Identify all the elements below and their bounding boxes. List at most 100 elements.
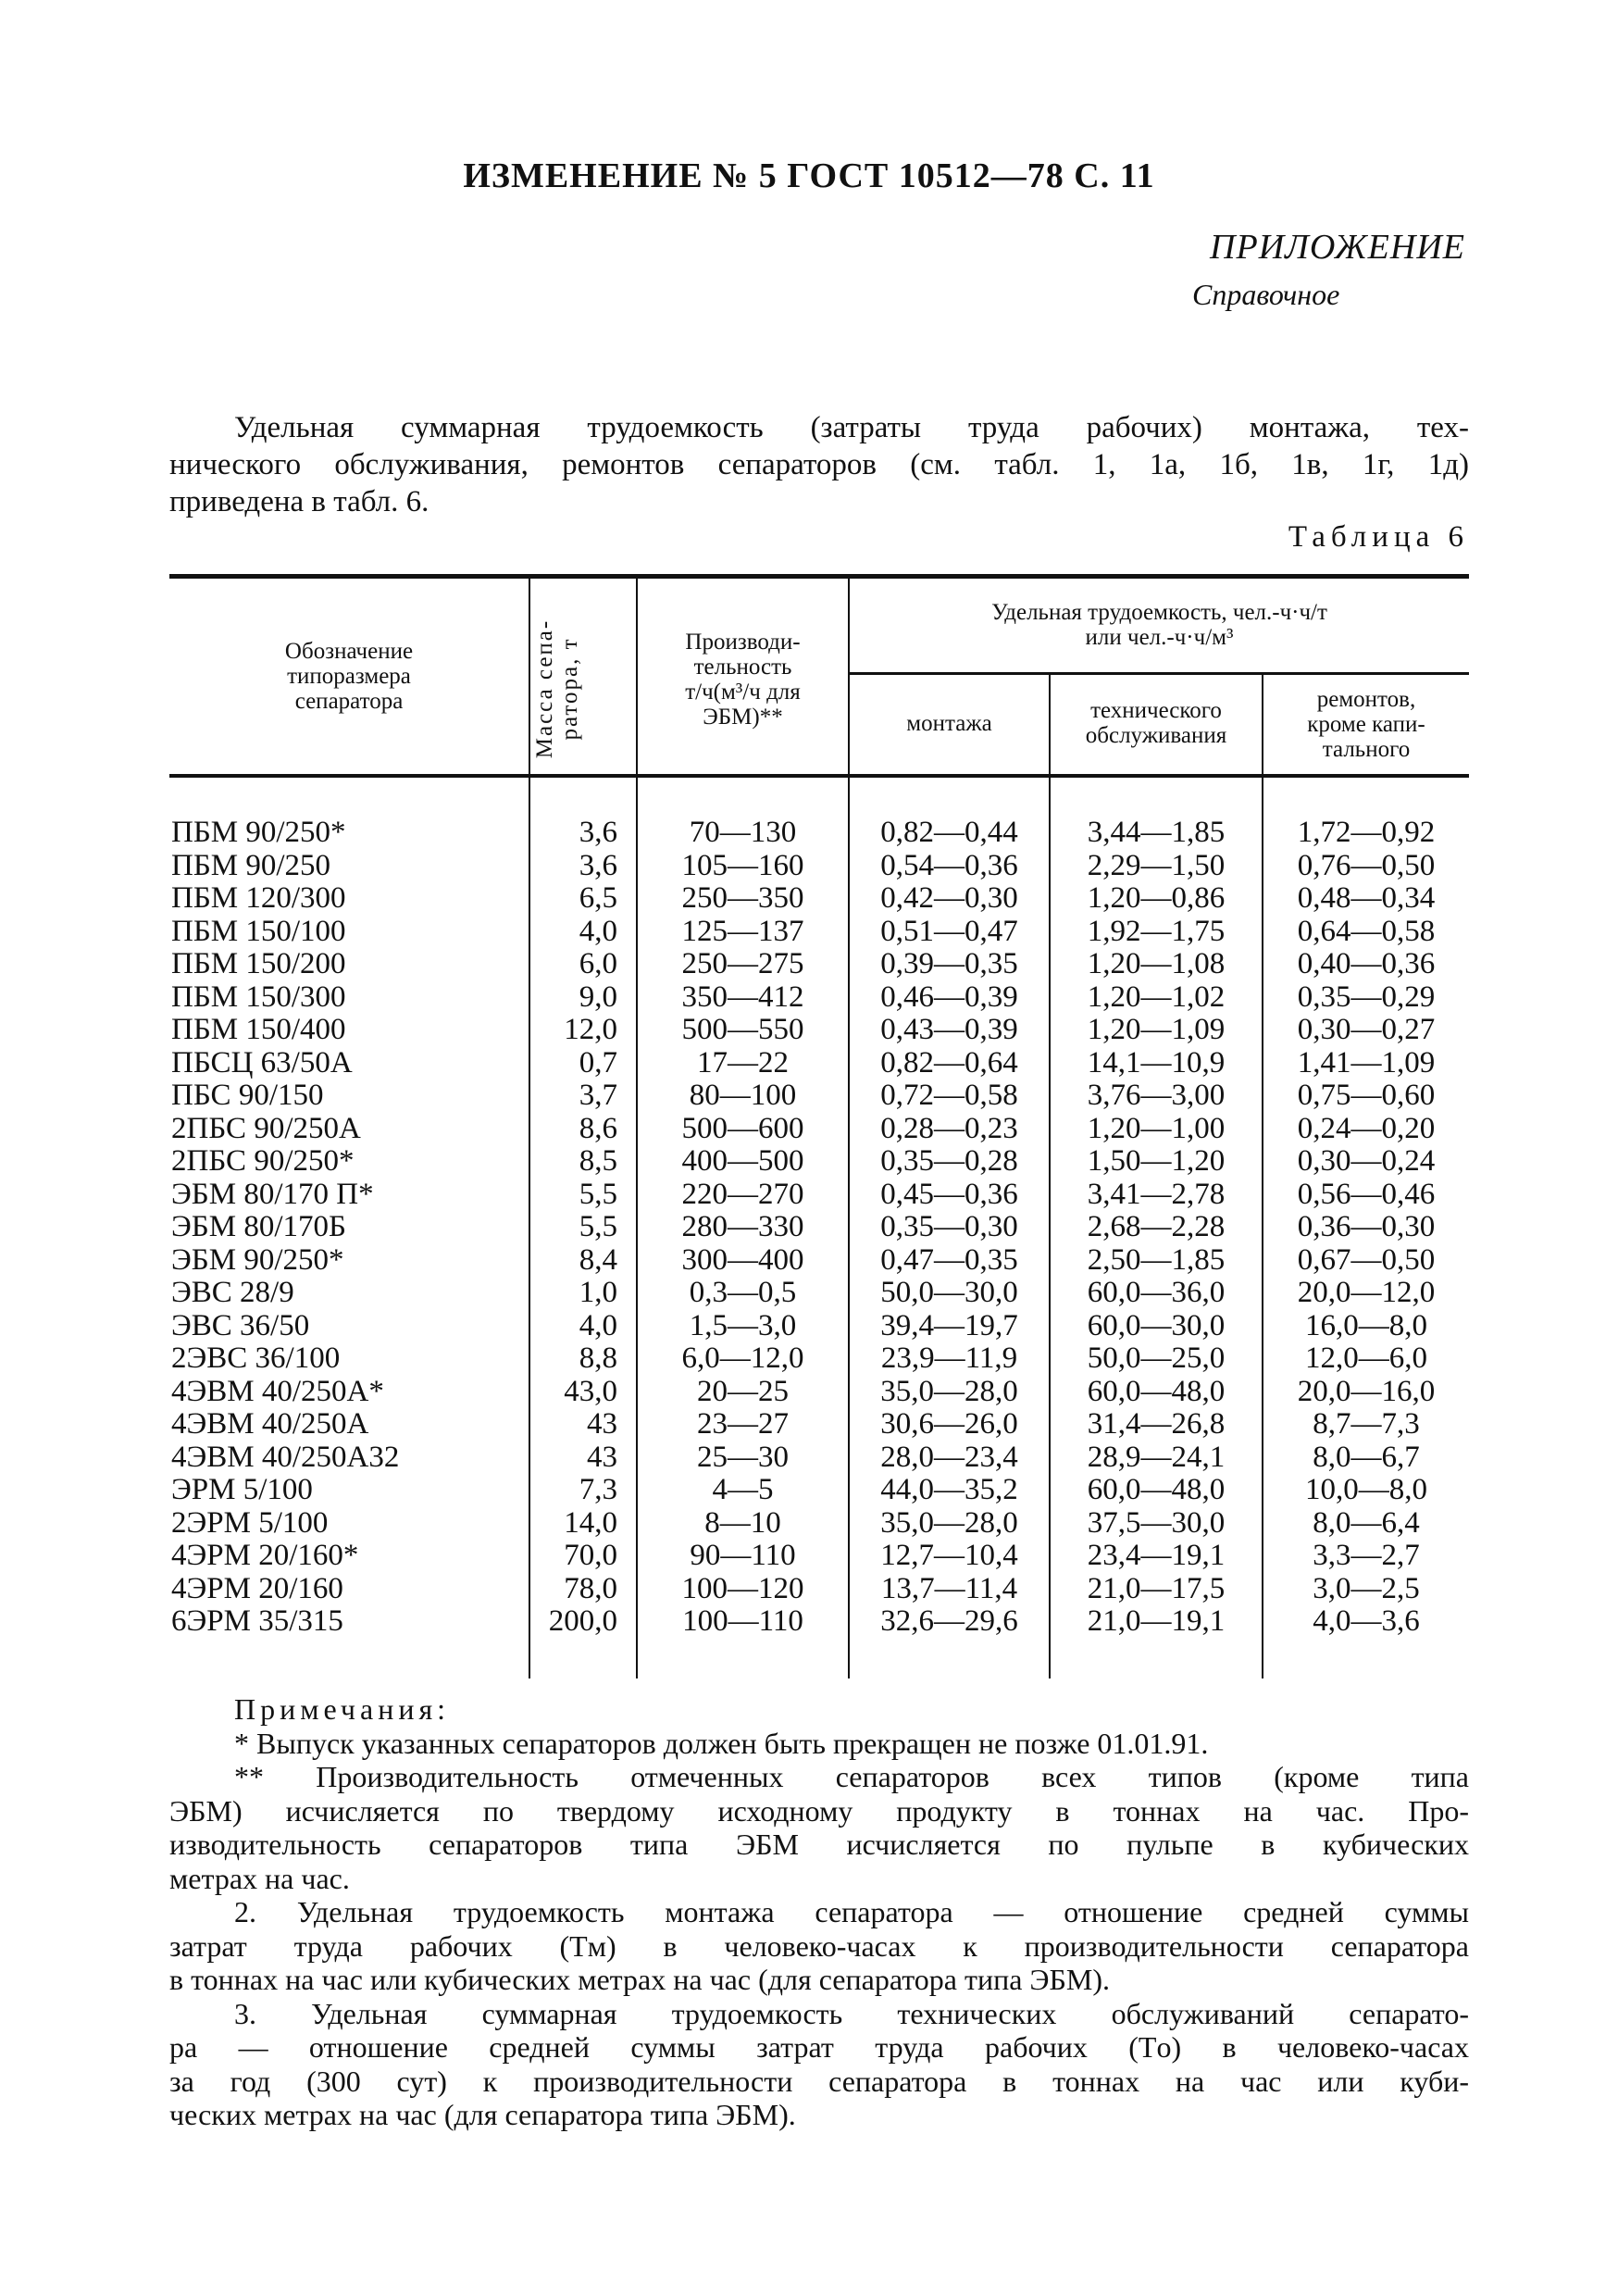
cell-repair: 4,0—3,6 xyxy=(1313,1604,1420,1638)
column-divider xyxy=(848,579,850,1678)
cell-productivity: 90—110 xyxy=(690,1539,796,1572)
cell-maintenance: 60,0—48,0 xyxy=(1087,1374,1226,1408)
cell-designation: ЭБМ 80/170 П* xyxy=(171,1177,374,1211)
cell-maintenance: 2,50—1,85 xyxy=(1087,1242,1226,1277)
cell-mounting: 0,82—0,64 xyxy=(880,1045,1018,1079)
cell-mounting: 0,42—0,30 xyxy=(880,881,1018,915)
cell-designation: ЭВС 36/50 xyxy=(171,1308,310,1342)
cell-repair: 0,24—0,20 xyxy=(1297,1111,1436,1145)
cell-mass: 200,0 xyxy=(548,1604,617,1638)
cell-maintenance: 2,68—2,28 xyxy=(1087,1210,1226,1243)
cell-productivity: 100—120 xyxy=(681,1571,804,1605)
cell-designation: 6ЭРМ 35/315 xyxy=(171,1604,343,1638)
cell-mounting: 32,6—29,6 xyxy=(880,1604,1018,1638)
cell-maintenance: 1,20—1,02 xyxy=(1087,980,1226,1014)
header-maintenance: технического обслуживания xyxy=(1051,698,1262,748)
cell-productivity: 105—160 xyxy=(681,848,804,882)
cell-mounting: 0,82—0,44 xyxy=(880,816,1018,849)
header-line: или чел.-ч·ч/м³ xyxy=(1085,625,1234,650)
cell-mass: 5,5 xyxy=(579,1210,617,1243)
column-divider xyxy=(636,579,638,1678)
header-line: тельность xyxy=(693,655,792,680)
cell-designation: 4ЭВМ 40/250А32 xyxy=(171,1440,400,1474)
cell-repair: 0,76—0,50 xyxy=(1297,848,1436,882)
cell-mounting: 0,45—0,36 xyxy=(880,1177,1018,1211)
cell-productivity: 125—137 xyxy=(681,914,804,948)
cell-maintenance: 1,92—1,75 xyxy=(1087,914,1226,948)
cell-mounting: 28,0—23,4 xyxy=(880,1440,1018,1474)
note-line: ЭБМ) исчисляется по твердому исходному п… xyxy=(169,1793,1469,1828)
cell-repair: 20,0—12,0 xyxy=(1297,1276,1436,1309)
cell-mass: 9,0 xyxy=(579,980,617,1014)
cell-maintenance: 2,29—1,50 xyxy=(1087,848,1226,882)
cell-productivity: 8—10 xyxy=(704,1505,781,1540)
cell-repair: 8,0—6,7 xyxy=(1313,1440,1420,1474)
cell-mass: 8,8 xyxy=(579,1341,617,1375)
intro-line: приведена в табл. 6. xyxy=(169,485,429,518)
appendix-label: ПРИЛОЖЕНИЕ xyxy=(1210,228,1465,267)
cell-designation: ПБС 90/150 xyxy=(171,1079,324,1112)
cell-mass: 12,0 xyxy=(564,1013,617,1046)
cell-maintenance: 1,50—1,20 xyxy=(1087,1144,1226,1178)
cell-maintenance: 1,20—1,00 xyxy=(1087,1111,1226,1145)
note-line: ра — отношение средней суммы затрат труд… xyxy=(169,2030,1469,2064)
cell-maintenance: 60,0—48,0 xyxy=(1087,1473,1226,1506)
table-top-rule xyxy=(169,574,1469,579)
cell-designation: ПБМ 90/250 xyxy=(171,848,331,882)
cell-productivity: 1,5—3,0 xyxy=(689,1308,797,1342)
header-productivity: Производи- тельность т/ч(м³/ч для ЭБМ)** xyxy=(638,630,848,730)
cell-productivity: 25—30 xyxy=(697,1440,789,1474)
header-line: Производи- xyxy=(685,630,801,655)
page-title: ИЗМЕНЕНИЕ № 5 ГОСТ 10512—78 С. 11 xyxy=(463,156,1155,195)
cell-designation: 2ПБС 90/250А xyxy=(171,1111,361,1145)
header-subrule xyxy=(849,672,1469,675)
cell-productivity: 0,3—0,5 xyxy=(689,1276,797,1309)
cell-mounting: 13,7—11,4 xyxy=(880,1571,1018,1605)
cell-productivity: 300—400 xyxy=(681,1242,804,1277)
cell-repair: 20,0—16,0 xyxy=(1297,1374,1436,1408)
cell-maintenance: 50,0—25,0 xyxy=(1087,1341,1226,1375)
cell-mounting: 0,35—0,30 xyxy=(880,1210,1018,1243)
cell-maintenance: 23,4—19,1 xyxy=(1087,1539,1226,1572)
note-line: в тоннах на час или кубических метрах на… xyxy=(169,1963,1111,1996)
cell-repair: 10,0—8,0 xyxy=(1305,1473,1427,1506)
note-line: затрат труда рабочих (Tм) в человеко-час… xyxy=(169,1928,1469,1963)
cell-designation: 2ЭРМ 5/100 xyxy=(171,1505,329,1540)
cell-mounting: 0,43—0,39 xyxy=(880,1013,1018,1046)
cell-repair: 1,41—1,09 xyxy=(1297,1045,1436,1079)
cell-designation: ПБСЦ 63/50А xyxy=(171,1045,353,1079)
note-line: ческих метрах на час (для сепаратора тип… xyxy=(169,2098,796,2131)
cell-maintenance: 28,9—24,1 xyxy=(1087,1440,1226,1474)
header-labor-group: Удельная трудоемкость, чел.-ч·ч/т или че… xyxy=(850,600,1469,650)
cell-maintenance: 14,1—10,9 xyxy=(1087,1045,1226,1079)
cell-designation: ПБМ 150/200 xyxy=(171,947,346,980)
notes: Примечания: * Выпуск указанных сепаратор… xyxy=(169,1692,1469,2132)
cell-productivity: 280—330 xyxy=(681,1210,804,1243)
cell-repair: 0,30—0,24 xyxy=(1297,1144,1436,1178)
cell-repair: 0,48—0,34 xyxy=(1297,881,1436,915)
cell-designation: ПБМ 150/100 xyxy=(171,914,346,948)
cell-designation: ПБМ 120/300 xyxy=(171,881,346,915)
cell-maintenance: 31,4—26,8 xyxy=(1087,1407,1226,1441)
cell-mounting: 0,51—0,47 xyxy=(880,914,1018,948)
header-repair: ремонтов, кроме капи- тального xyxy=(1263,687,1469,762)
note-line: ** Производительность отмеченных сепарат… xyxy=(234,1760,1469,1793)
cell-mounting: 35,0—28,0 xyxy=(880,1505,1018,1540)
cell-mounting: 0,28—0,23 xyxy=(880,1111,1018,1145)
cell-mass: 7,3 xyxy=(579,1473,617,1506)
cell-productivity: 23—27 xyxy=(697,1407,789,1441)
header-mass: Масса сепа- ратора, т xyxy=(532,578,582,800)
cell-mounting: 44,0—35,2 xyxy=(880,1473,1018,1506)
cell-maintenance: 3,76—3,00 xyxy=(1087,1079,1226,1112)
cell-designation: 4ЭВМ 40/250А* xyxy=(171,1374,384,1408)
cell-repair: 8,7—7,3 xyxy=(1313,1407,1420,1441)
cell-repair: 12,0—6,0 xyxy=(1305,1341,1427,1375)
cell-productivity: 400—500 xyxy=(681,1144,804,1178)
header-line: сепаратора xyxy=(294,689,404,714)
cell-mass: 5,5 xyxy=(579,1177,617,1211)
cell-maintenance: 60,0—36,0 xyxy=(1087,1276,1226,1309)
table-caption: Таблица 6 xyxy=(1288,520,1469,554)
cell-repair: 1,72—0,92 xyxy=(1297,816,1436,849)
intro-line: нического обслуживания, ремонтов сепарат… xyxy=(169,448,1469,481)
cell-designation: 4ЭРМ 20/160 xyxy=(171,1571,343,1605)
